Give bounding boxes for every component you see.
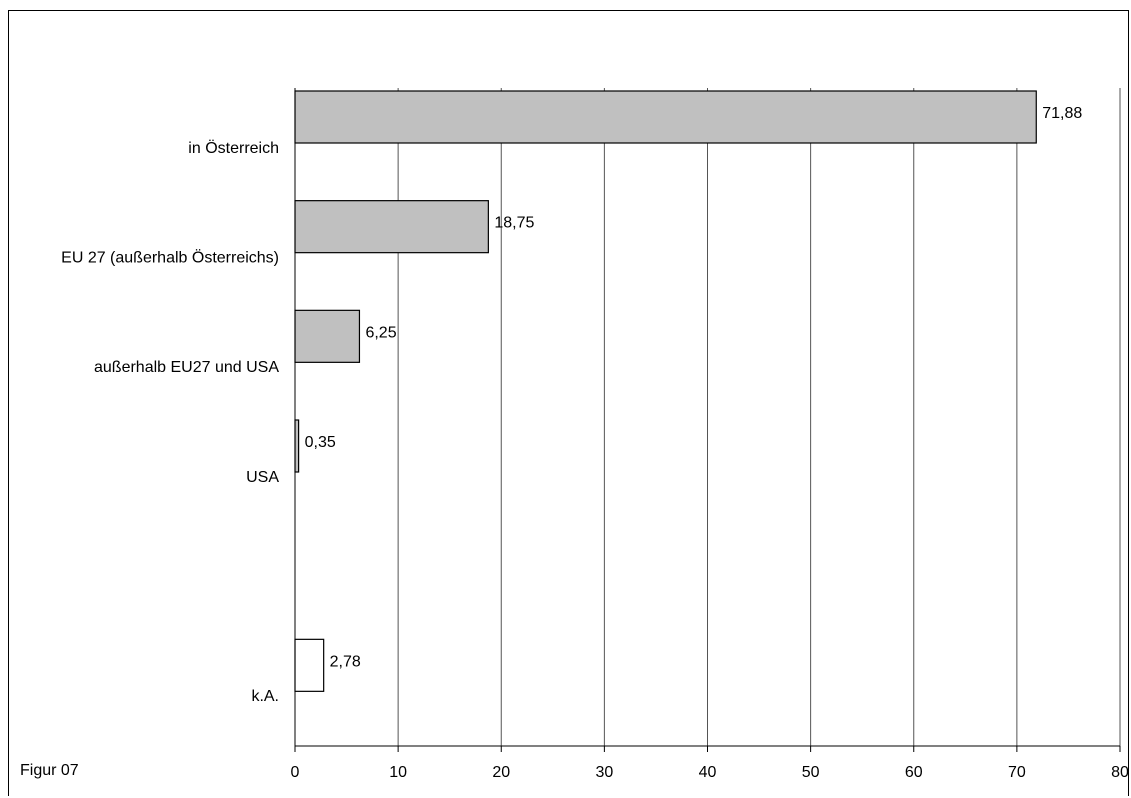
bar-3	[294, 419, 300, 473]
x-tick-label-5: 50	[802, 764, 820, 781]
x-tick-label-3: 30	[595, 764, 613, 781]
data-label-2: 6,25	[365, 324, 396, 341]
category-label-0: in Österreich	[188, 139, 279, 157]
x-tick-label-1: 10	[389, 764, 407, 781]
bar-0	[294, 90, 1037, 144]
data-label-0: 71,88	[1042, 105, 1082, 122]
x-tick-label-4: 40	[699, 764, 717, 781]
category-label-5: k.A.	[251, 688, 279, 705]
bar-1	[294, 200, 489, 254]
data-label-5: 2,78	[330, 653, 361, 670]
category-label-2: außerhalb EU27 und USA	[94, 359, 279, 376]
category-label-3: USA	[246, 469, 279, 486]
x-tick-label-6: 60	[905, 764, 923, 781]
figure-caption: Figur 07	[20, 762, 79, 779]
x-tick-label-7: 70	[1008, 764, 1026, 781]
category-label-1: EU 27 (außerhalb Österreichs)	[61, 249, 279, 267]
x-tick-label-0: 0	[291, 764, 300, 781]
x-tick-label-2: 20	[492, 764, 510, 781]
data-label-3: 0,35	[305, 434, 336, 451]
x-tick-label-8: 80	[1111, 764, 1129, 781]
figure-border	[8, 10, 1129, 796]
bar-5	[294, 638, 325, 692]
bar-2	[294, 309, 361, 363]
data-label-1: 18,75	[494, 215, 534, 232]
